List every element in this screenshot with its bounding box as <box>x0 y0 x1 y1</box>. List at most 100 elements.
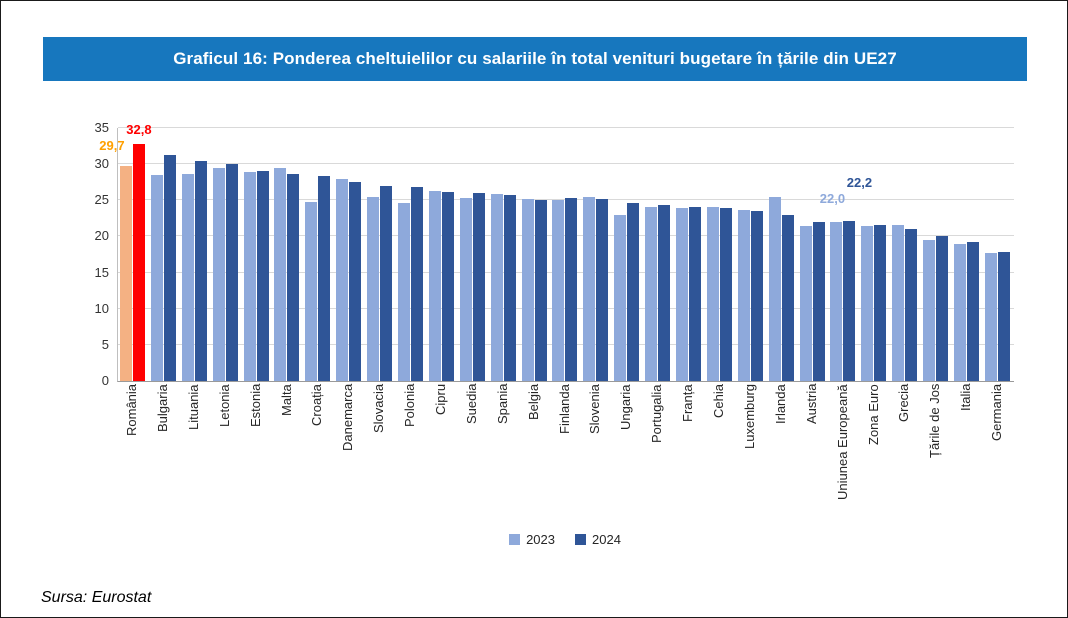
bar-2024 <box>132 143 145 381</box>
bar-2024 <box>163 155 176 381</box>
bar-group <box>457 128 488 381</box>
x-category-label: Finlanda <box>556 384 572 434</box>
bar-group <box>858 128 889 381</box>
bar-group: 29,7 32,8 <box>99 122 152 381</box>
bar-2023 <box>243 172 256 381</box>
bar-2023 <box>119 166 132 381</box>
y-tick-label: 30 <box>94 156 109 172</box>
bar-group <box>241 128 272 381</box>
x-category-label: Ungaria <box>618 384 634 430</box>
bar-2023 <box>645 206 658 381</box>
bar-group <box>271 128 302 381</box>
bar-2023 <box>428 190 441 381</box>
data-label: 32,8 <box>126 121 152 137</box>
bar-2023 <box>552 200 565 381</box>
data-label: 22,0 <box>819 190 846 206</box>
x-category-label: Irlanda <box>772 384 788 424</box>
bar-group <box>889 128 920 381</box>
bar-2024 <box>503 195 516 381</box>
gridline <box>118 163 1014 165</box>
x-label-cell: Italia <box>951 384 982 529</box>
x-category-label: Țările de Jos <box>927 384 943 459</box>
bar-group <box>766 128 797 381</box>
bar-group <box>951 128 982 381</box>
bar-group <box>642 128 673 381</box>
x-category-label: Suedia <box>463 384 479 425</box>
bar-group <box>333 128 364 381</box>
x-label-cell: Danemarca <box>333 384 364 529</box>
bar-group <box>519 128 550 381</box>
bar-2023 <box>675 208 688 381</box>
x-category-label: Uniunea Europeană <box>834 384 850 500</box>
bar-group <box>302 128 333 381</box>
x-label-cell: Luxemburg <box>735 384 766 529</box>
bar-2024 <box>750 211 763 381</box>
bar-2023 <box>150 175 163 381</box>
bar-2024 <box>812 221 825 381</box>
x-category-label: Luxemburg <box>741 384 757 450</box>
x-label-cell: Irlanda <box>766 384 797 529</box>
x-category-label: Estonia <box>247 384 263 428</box>
bar-2023 <box>768 196 781 381</box>
legend-item-2023: 2023 <box>509 532 555 547</box>
bar-2023 <box>367 197 380 381</box>
y-tick-label: 20 <box>94 228 109 244</box>
bar-group <box>580 128 611 381</box>
bar-2024 <box>225 164 238 381</box>
x-label-cell: Belgia <box>519 384 550 529</box>
x-category-label: Spania <box>494 384 510 425</box>
x-label-cell: Letonia <box>210 384 241 529</box>
bar-2024 <box>472 193 485 381</box>
bar-group <box>210 128 241 381</box>
x-label-cell: Cipru <box>426 384 457 529</box>
x-axis-labels: România Bulgaria Lituania Letonia Estonia Mal… <box>117 384 1013 529</box>
bar-2023 <box>583 196 596 381</box>
bar-group <box>673 128 704 381</box>
y-tick-label: 25 <box>94 192 109 208</box>
bar-2023 <box>212 167 225 381</box>
data-label: 22,2 <box>846 174 873 190</box>
bar-group <box>982 128 1013 381</box>
bar-group <box>426 128 457 381</box>
x-label-cell: Polonia <box>395 384 426 529</box>
bar-2024 <box>874 224 887 381</box>
bar-2023 <box>799 225 812 381</box>
x-label-cell: Uniunea Europeană <box>827 384 858 529</box>
x-category-label: Cehia <box>711 384 727 418</box>
x-label-cell: Spania <box>488 384 519 529</box>
x-category-label: Slovenia <box>587 384 603 434</box>
x-label-cell: Bulgaria <box>148 384 179 529</box>
x-label-cell: Germania <box>982 384 1013 529</box>
bar-2024 <box>658 205 671 381</box>
gridline <box>118 127 1014 128</box>
bar-2023 <box>397 203 410 381</box>
bar-2024 <box>534 199 547 381</box>
bar-group <box>179 128 210 381</box>
bar-group <box>395 128 426 381</box>
chart-legend: 2023 2024 <box>117 532 1013 547</box>
bar-2024 <box>380 185 393 381</box>
bar-2023 <box>861 226 874 381</box>
x-category-label: Austria <box>803 384 819 425</box>
x-category-label: Cipru <box>433 384 449 416</box>
x-category-label: Danemarca <box>340 384 356 452</box>
x-category-label: România <box>124 384 140 437</box>
legend-label: 2024 <box>592 532 621 547</box>
x-category-label: Polonia <box>402 384 418 428</box>
bar-2024 <box>936 236 949 381</box>
bar-2024 <box>966 242 979 381</box>
x-label-cell: Estonia <box>241 384 272 529</box>
source-note: Sursa: Eurostat <box>41 589 152 606</box>
bar-2023 <box>923 240 936 381</box>
data-label: 29,7 <box>99 138 125 154</box>
bar-2023 <box>490 193 503 381</box>
x-label-cell: Austria <box>797 384 828 529</box>
bar-2024 <box>843 220 856 381</box>
y-tick-label: 5 <box>101 336 109 352</box>
x-label-cell: Slovacia <box>364 384 395 529</box>
y-tick-label: 10 <box>94 300 109 316</box>
bar-2023 <box>706 206 719 381</box>
x-category-label: Bulgaria <box>155 384 171 432</box>
y-tick-label: 0 <box>101 373 109 388</box>
